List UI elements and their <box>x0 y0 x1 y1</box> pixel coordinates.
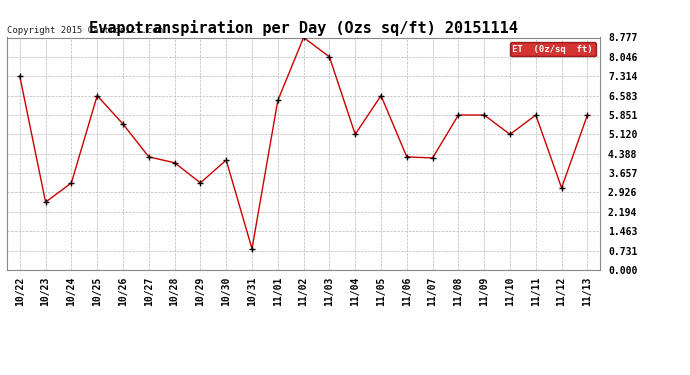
Title: Evapotranspiration per Day (Ozs sq/ft) 20151114: Evapotranspiration per Day (Ozs sq/ft) 2… <box>89 20 518 36</box>
Text: Copyright 2015 Cartronics.com: Copyright 2015 Cartronics.com <box>7 26 163 35</box>
Legend: ET  (0z/sq  ft): ET (0z/sq ft) <box>510 42 595 56</box>
